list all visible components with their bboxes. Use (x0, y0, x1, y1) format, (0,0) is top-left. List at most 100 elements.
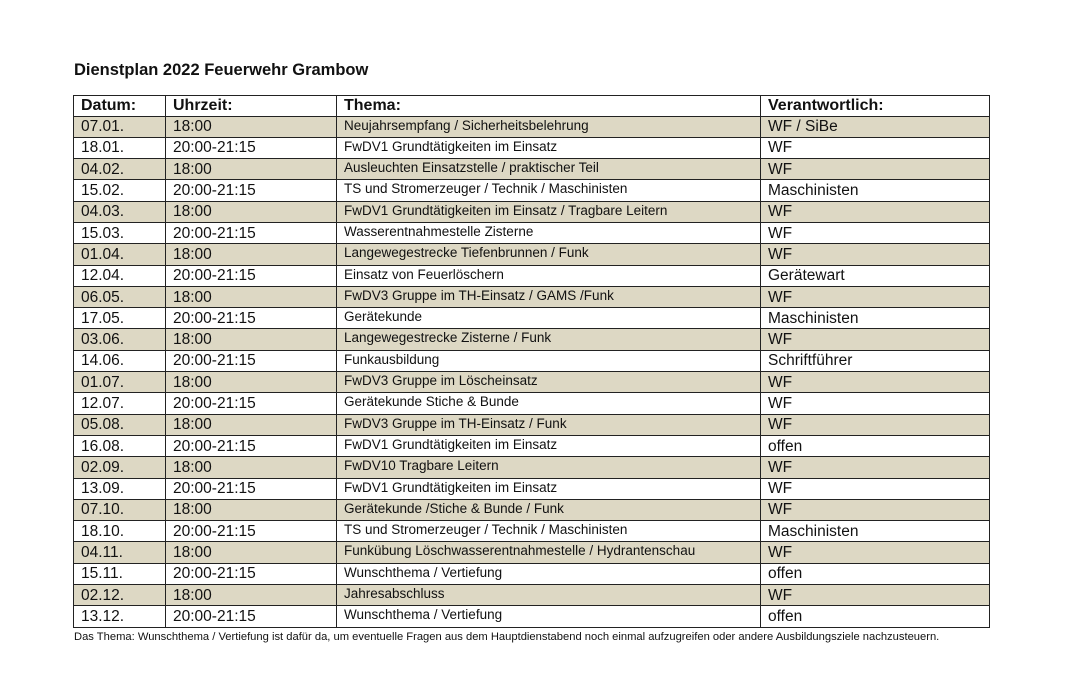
table-row: 12.07. 20:00-21:15 Gerätekunde Stiche & Bu… (73, 392, 990, 415)
cell-uhrzeit: 20:00-21:15 (165, 434, 337, 458)
cell-datum: 04.03. (73, 200, 166, 223)
cell-verantwortlich: WF (760, 243, 990, 266)
cell-verantwortlich: Maschinisten (760, 179, 990, 202)
cell-datum: 04.02. (73, 158, 166, 181)
table-row: 18.10. 20:00-21:15 TS und Stromerzeuger / … (73, 520, 990, 543)
cell-verantwortlich: offen (760, 605, 990, 628)
cell-uhrzeit: 20:00-21:15 (165, 520, 337, 543)
table-row: 13.12. 20:00-21:15 Wunschthema / Vertiefun… (73, 605, 990, 628)
table-row: 02.09. 18:00 FwDV10 Tragbare Leitern WF (73, 456, 990, 479)
cell-verantwortlich: Maschinisten (760, 520, 990, 543)
table-row: 16.08. 20:00-21:15 FwDV1 Grundtätigkeiten … (73, 434, 990, 458)
table-row: 04.11. 18:00 Funkübung Löschwasserentnahme… (73, 541, 990, 564)
table-row: 06.05. 18:00 FwDV3 Gruppe im TH-Einsatz / … (73, 285, 990, 309)
table-row: 18.01. 20:00-21:15 FwDV1 Grundtätigkeiten … (73, 136, 990, 160)
cell-datum: 02.12. (73, 584, 166, 607)
cell-thema: FwDV1 Grundtätigkeiten im Einsatz (336, 434, 761, 458)
cell-verantwortlich: WF (760, 136, 990, 160)
cell-uhrzeit: 18:00 (165, 456, 337, 479)
cell-datum: 13.09. (73, 477, 166, 500)
table-row: 01.04. 18:00 Langewegestrecke Tiefenbrunne… (73, 243, 990, 266)
cell-verantwortlich: WF (760, 158, 990, 181)
cell-verantwortlich: offen (760, 434, 990, 458)
cell-verantwortlich: WF (760, 371, 990, 394)
cell-verantwortlich: WF (760, 285, 990, 309)
cell-verantwortlich: WF (760, 477, 990, 500)
table-row: 04.03. 18:00 FwDV1 Grundtätigkeiten im Ein… (73, 200, 990, 223)
cell-thema: FwDV10 Tragbare Leitern (336, 456, 761, 479)
cell-thema: TS und Stromerzeuger / Technik / Maschin… (336, 520, 761, 543)
cell-thema: FwDV1 Grundtätigkeiten im Einsatz (336, 477, 761, 500)
cell-thema: Gerätekunde /Stiche & Bunde / Funk (336, 498, 761, 522)
table-row: 07.10. 18:00 Gerätekunde /Stiche & Bunde /… (73, 498, 990, 522)
cell-thema: FwDV3 Gruppe im Löscheinsatz (336, 371, 761, 394)
cell-uhrzeit: 18:00 (165, 115, 337, 138)
table-row: 17.05. 20:00-21:15 Gerätekunde Maschinisten (73, 307, 990, 330)
table-row: 05.08. 18:00 FwDV3 Gruppe im TH-Einsatz / … (73, 413, 990, 436)
cell-datum: 05.08. (73, 413, 166, 436)
cell-datum: 02.09. (73, 456, 166, 479)
table-row: 15.02. 20:00-21:15 TS und Stromerzeuger / … (73, 179, 990, 202)
cell-thema: Funkausbildung (336, 349, 761, 373)
cell-uhrzeit: 20:00-21:15 (165, 477, 337, 500)
cell-verantwortlich: WF (760, 328, 990, 351)
cell-thema: Neujahrsempfang / Sicherheitsbelehrung (336, 115, 761, 138)
cell-thema: FwDV3 Gruppe im TH-Einsatz / GAMS /Funk (336, 285, 761, 309)
header-datum: Datum: (73, 95, 166, 117)
cell-datum: 07.10. (73, 498, 166, 522)
cell-datum: 15.03. (73, 221, 166, 245)
cell-uhrzeit: 18:00 (165, 584, 337, 607)
table-row: 15.03. 20:00-21:15 Wasserentnahmestelle Zi… (73, 221, 990, 245)
cell-verantwortlich: offen (760, 562, 990, 586)
cell-thema: Ausleuchten Einsatzstelle / praktischer … (336, 158, 761, 181)
cell-thema: FwDV1 Grundtätigkeiten im Einsatz (336, 136, 761, 160)
cell-thema: Langewegestrecke Tiefenbrunnen / Funk (336, 243, 761, 266)
footnote: Das Thema: Wunschthema / Vertiefung ist … (74, 631, 940, 643)
cell-thema: FwDV3 Gruppe im TH-Einsatz / Funk (336, 413, 761, 436)
cell-datum: 04.11. (73, 541, 166, 564)
document-title: Dienstplan 2022 Feuerwehr Grambow (74, 61, 369, 79)
cell-datum: 13.12. (73, 605, 166, 628)
cell-thema: Langewegestrecke Zisterne / Funk (336, 328, 761, 351)
cell-verantwortlich: WF (760, 221, 990, 245)
cell-uhrzeit: 20:00-21:15 (165, 264, 337, 287)
cell-thema: Funkübung Löschwasserentnahmestelle / Hy… (336, 541, 761, 564)
header-verantwortlich: Verantwortlich: (760, 95, 990, 117)
table-row: 12.04. 20:00-21:15 Einsatz von Feuerlösche… (73, 264, 990, 287)
cell-uhrzeit: 18:00 (165, 498, 337, 522)
cell-datum: 14.06. (73, 349, 166, 373)
cell-uhrzeit: 20:00-21:15 (165, 221, 337, 245)
cell-verantwortlich: WF (760, 456, 990, 479)
cell-thema: Gerätekunde Stiche & Bunde (336, 392, 761, 415)
cell-verantwortlich: WF (760, 413, 990, 436)
cell-uhrzeit: 20:00-21:15 (165, 562, 337, 586)
cell-verantwortlich: Gerätewart (760, 264, 990, 287)
cell-verantwortlich: Schriftführer (760, 349, 990, 373)
table-row: 02.12. 18:00 Jahresabschluss WF (73, 584, 990, 607)
cell-thema: Gerätekunde (336, 307, 761, 330)
table-row: 01.07. 18:00 FwDV3 Gruppe im Löscheinsatz W… (73, 371, 990, 394)
cell-datum: 12.04. (73, 264, 166, 287)
table-row: 04.02. 18:00 Ausleuchten Einsatzstelle / p… (73, 158, 990, 181)
table-row: 15.11. 20:00-21:15 Wunschthema / Vertiefun… (73, 562, 990, 586)
cell-verantwortlich: WF (760, 392, 990, 415)
cell-uhrzeit: 20:00-21:15 (165, 179, 337, 202)
cell-uhrzeit: 20:00-21:15 (165, 136, 337, 160)
cell-datum: 07.01. (73, 115, 166, 138)
cell-datum: 01.04. (73, 243, 166, 266)
cell-verantwortlich: Maschinisten (760, 307, 990, 330)
table-row: 14.06. 20:00-21:15 Funkausbildung Schriftfü… (73, 349, 990, 373)
cell-verantwortlich: WF / SiBe (760, 115, 990, 138)
cell-uhrzeit: 18:00 (165, 371, 337, 394)
cell-datum: 15.11. (73, 562, 166, 586)
cell-thema: Einsatz von Feuerlöschern (336, 264, 761, 287)
table-row: 07.01. 18:00 Neujahrsempfang / Sicherheits… (73, 115, 990, 138)
cell-datum: 06.05. (73, 285, 166, 309)
cell-thema: Jahresabschluss (336, 584, 761, 607)
cell-uhrzeit: 18:00 (165, 285, 337, 309)
cell-uhrzeit: 18:00 (165, 243, 337, 266)
table-row: 13.09. 20:00-21:15 FwDV1 Grundtätigkeiten … (73, 477, 990, 500)
cell-thema: Wunschthema / Vertiefung (336, 562, 761, 586)
cell-verantwortlich: WF (760, 584, 990, 607)
cell-uhrzeit: 18:00 (165, 200, 337, 223)
